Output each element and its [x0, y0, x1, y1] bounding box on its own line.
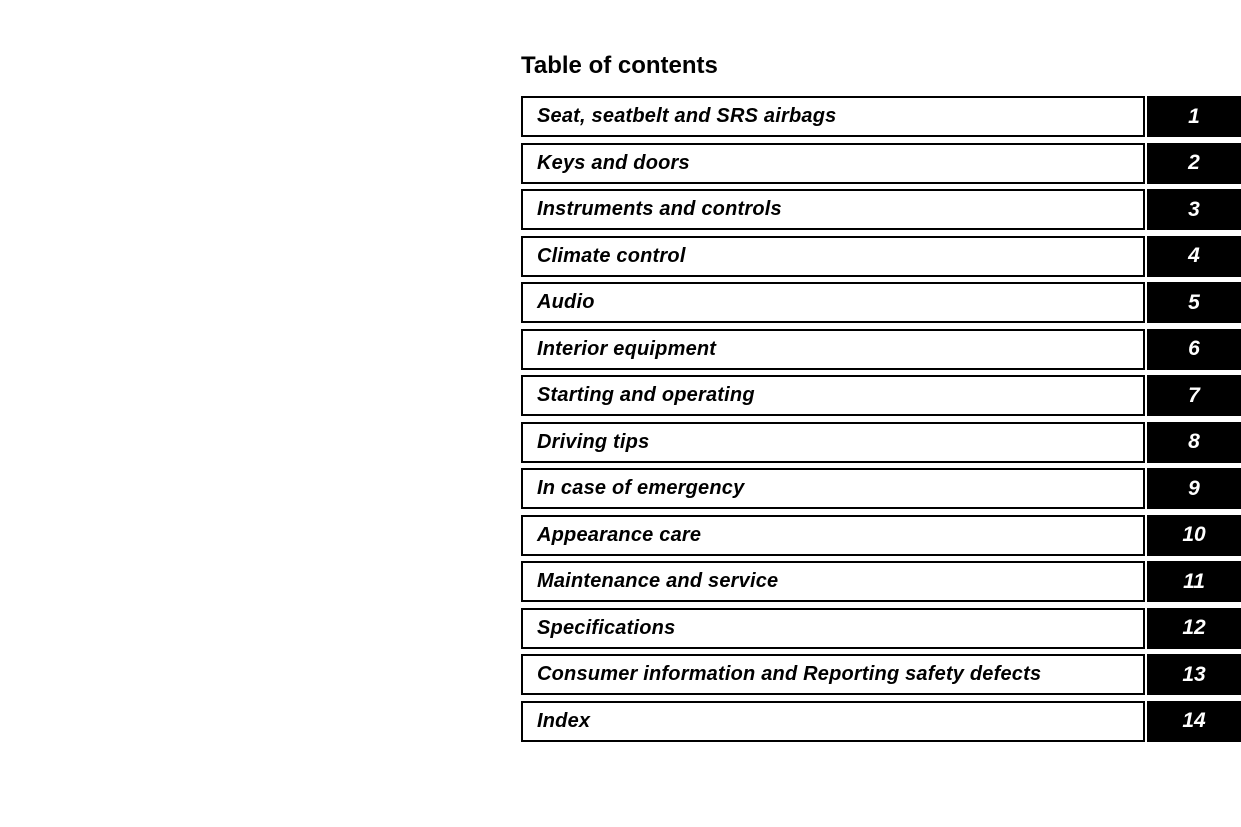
toc-entry-box: Specifications: [521, 607, 1145, 649]
toc-entry-label: Interior equipment: [537, 337, 717, 360]
toc-chapter-tab: 12: [1147, 607, 1241, 649]
toc-entry-label: Seat, seatbelt and SRS airbags: [537, 105, 837, 127]
toc-chapter-number: 4: [1188, 244, 1200, 267]
table-of-contents: Seat, seatbelt and SRS airbags 1 Keys an…: [521, 96, 1241, 747]
toc-row-1: Seat, seatbelt and SRS airbags 1: [521, 96, 1241, 137]
toc-row-6: Interior equipment 6: [521, 328, 1241, 370]
toc-chapter-number: 8: [1188, 430, 1200, 453]
toc-row-3: Instruments and controls 3: [521, 189, 1241, 230]
toc-entry-box: Keys and doors: [521, 142, 1145, 184]
toc-entry-label: Specifications: [537, 616, 676, 639]
toc-row-2: Keys and doors 2: [521, 142, 1241, 184]
toc-chapter-number: 7: [1188, 383, 1200, 407]
toc-chapter-tab: 4: [1147, 235, 1241, 277]
toc-row-7: Starting and operating 7: [521, 375, 1241, 416]
toc-entry-label: Audio: [537, 291, 595, 313]
toc-entry-box: Starting and operating: [521, 375, 1145, 416]
toc-chapter-number: 1: [1188, 104, 1200, 128]
page-title: Table of contents: [521, 52, 718, 79]
toc-entry-label: Keys and doors: [537, 151, 690, 174]
toc-row-14: Index 14: [521, 700, 1241, 742]
toc-chapter-number: 10: [1182, 523, 1206, 546]
toc-chapter-tab: 5: [1147, 282, 1241, 323]
toc-entry-label: Instruments and controls: [537, 198, 782, 220]
toc-chapter-number: 14: [1182, 709, 1206, 732]
toc-entry-label: Appearance care: [537, 523, 702, 546]
toc-chapter-tab: 3: [1147, 189, 1241, 230]
toc-entry-box: Climate control: [521, 235, 1145, 277]
toc-entry-label: Maintenance and service: [537, 570, 779, 592]
toc-chapter-tab: 2: [1147, 142, 1241, 184]
toc-entry-box: Consumer information and Reporting safet…: [521, 654, 1145, 695]
toc-row-11: Maintenance and service 11: [521, 561, 1241, 602]
toc-chapter-number: 12: [1182, 616, 1206, 639]
toc-row-10: Appearance care 10: [521, 514, 1241, 556]
toc-chapter-tab: 8: [1147, 421, 1241, 463]
toc-row-5: Audio 5: [521, 282, 1241, 323]
toc-chapter-tab: 13: [1147, 654, 1241, 695]
toc-chapter-tab: 11: [1147, 561, 1241, 602]
toc-entry-box: Appearance care: [521, 514, 1145, 556]
toc-chapter-number: 2: [1188, 151, 1200, 174]
toc-entry-label: Starting and operating: [537, 384, 755, 406]
toc-entry-box: Audio: [521, 282, 1145, 323]
toc-entry-label: Climate control: [537, 244, 686, 267]
toc-chapter-tab: 6: [1147, 328, 1241, 370]
toc-entry-label: Consumer information and Reporting safet…: [537, 663, 1042, 685]
toc-chapter-tab: 7: [1147, 375, 1241, 416]
toc-chapter-tab: 14: [1147, 700, 1241, 742]
toc-row-9: In case of emergency 9: [521, 468, 1241, 509]
toc-entry-box: Driving tips: [521, 421, 1145, 463]
toc-entry-box: Interior equipment: [521, 328, 1145, 370]
toc-entry-label: In case of emergency: [537, 477, 745, 499]
toc-row-12: Specifications 12: [521, 607, 1241, 649]
toc-chapter-number: 11: [1183, 569, 1205, 593]
toc-entry-label: Index: [537, 709, 591, 732]
toc-entry-box: Maintenance and service: [521, 561, 1145, 602]
toc-row-13: Consumer information and Reporting safet…: [521, 654, 1241, 695]
toc-chapter-tab: 9: [1147, 468, 1241, 509]
toc-chapter-number: 13: [1182, 662, 1206, 686]
toc-entry-box: Instruments and controls: [521, 189, 1145, 230]
toc-row-4: Climate control 4: [521, 235, 1241, 277]
toc-chapter-number: 9: [1188, 476, 1200, 500]
toc-chapter-tab: 10: [1147, 514, 1241, 556]
toc-entry-box: Index: [521, 700, 1145, 742]
toc-entry-box: In case of emergency: [521, 468, 1145, 509]
toc-chapter-number: 6: [1188, 337, 1200, 360]
toc-chapter-number: 5: [1188, 290, 1200, 314]
toc-entry-label: Driving tips: [537, 430, 650, 453]
toc-entry-box: Seat, seatbelt and SRS airbags: [521, 96, 1145, 137]
toc-row-8: Driving tips 8: [521, 421, 1241, 463]
toc-chapter-tab: 1: [1147, 96, 1241, 137]
toc-chapter-number: 3: [1188, 197, 1200, 221]
